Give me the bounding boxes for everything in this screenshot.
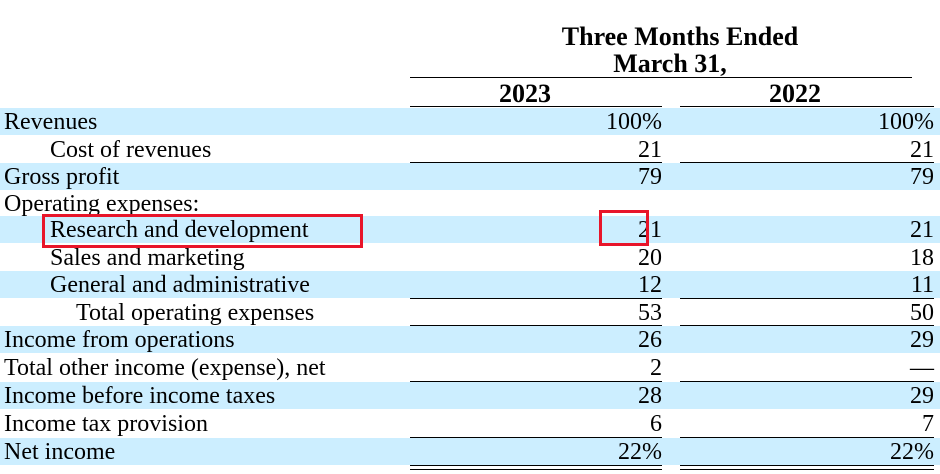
row-label: Revenues: [4, 109, 98, 135]
value-2022: 21: [910, 137, 934, 163]
table-row-cost-of-revenues: Cost of revenues 21 21: [0, 136, 940, 163]
row-label: General and administrative: [50, 272, 310, 298]
value-2022: 29: [910, 383, 934, 409]
value-2023: 26: [638, 327, 662, 353]
table-row-total-other-income: Total other income (expense), net 2 —: [0, 354, 940, 381]
table-row-income-tax-provision: Income tax provision 6 7: [0, 410, 940, 437]
row-label: Income before income taxes: [4, 383, 276, 409]
value-2023: 79: [638, 164, 662, 190]
subtotal-rule-2022: [680, 325, 934, 326]
value-2022: 11: [910, 272, 934, 298]
value-2022: 18: [910, 245, 934, 271]
table-row-operating-expenses: Operating expenses:: [0, 190, 940, 217]
table-row-gross-profit: Gross profit 79 79: [0, 163, 940, 190]
subtotal-rule-2022: [680, 162, 934, 163]
subtotal-rule-2022: [680, 437, 934, 438]
value-2022: 21: [910, 217, 934, 243]
subtotal-rule-2023: [410, 437, 662, 438]
row-label: Income tax provision: [4, 411, 208, 437]
subtotal-rule-2022: [680, 381, 934, 382]
value-2023: 22%: [618, 439, 662, 465]
subtotal-rule-2023: [410, 298, 662, 299]
highlight-box-value: [599, 210, 649, 246]
value-2022: 22%: [890, 439, 934, 465]
period-heading-line1: Three Months Ended: [561, 22, 799, 51]
value-2022: 79: [910, 164, 934, 190]
period-heading-line2: March 31,: [613, 49, 727, 78]
subtotal-rule-2023: [410, 381, 662, 382]
table-row-net-income: Net income 22% 22%: [0, 438, 940, 465]
subtotal-rule-2023: [410, 162, 662, 163]
value-2022: 29: [910, 327, 934, 353]
table-row-income-from-operations: Income from operations 26 29: [0, 326, 940, 353]
highlight-box-label: [42, 214, 363, 248]
value-2022: 50: [910, 300, 934, 326]
total-double-rule-2022: [680, 469, 934, 470]
value-2022: 100%: [878, 109, 934, 135]
value-2023: 21: [638, 137, 662, 163]
value-2023: 53: [638, 300, 662, 326]
value-2023: 100%: [606, 109, 662, 135]
value-2023: 21: [638, 217, 662, 243]
subtotal-rule-2023: [410, 325, 662, 326]
row-label: Sales and marketing: [50, 245, 245, 271]
column-header-2022: 2022: [769, 79, 821, 108]
row-label: Research and development: [50, 217, 309, 243]
table-row-general-and-administrative: General and administrative 12 11: [0, 271, 940, 298]
table-row-research-and-development: Research and development 21 21: [0, 216, 940, 243]
row-label: Net income: [4, 439, 116, 465]
row-label: Total other income (expense), net: [4, 355, 326, 381]
value-2022: —: [910, 355, 934, 381]
value-2023: 12: [638, 272, 662, 298]
row-label: Gross profit: [4, 164, 120, 190]
total-double-rule-2022: [680, 465, 934, 466]
total-double-rule-2023: [410, 469, 662, 470]
row-label: Total operating expenses: [76, 300, 315, 326]
column-header-2023: 2023: [499, 79, 551, 108]
table-row-revenues: Revenues 100% 100%: [0, 108, 940, 135]
value-2022: 7: [922, 411, 934, 437]
table-row-total-operating-expenses: Total operating expenses 53 50: [0, 299, 940, 326]
total-double-rule-2023: [410, 465, 662, 466]
table-row-sales-and-marketing: Sales and marketing 20 18: [0, 244, 940, 271]
value-2023: 20: [638, 245, 662, 271]
row-label: Income from operations: [4, 327, 235, 353]
value-2023: 2: [650, 355, 662, 381]
column-header-2023-rule: [410, 106, 662, 107]
table-row-income-before-taxes: Income before income taxes 28 29: [0, 382, 940, 409]
header-rule: [410, 77, 912, 78]
row-label: Cost of revenues: [50, 137, 212, 163]
column-header-2022-rule: [680, 106, 934, 107]
row-label: Operating expenses:: [4, 191, 200, 217]
value-2023: 28: [638, 383, 662, 409]
value-2023: 6: [650, 411, 662, 437]
subtotal-rule-2022: [680, 298, 934, 299]
